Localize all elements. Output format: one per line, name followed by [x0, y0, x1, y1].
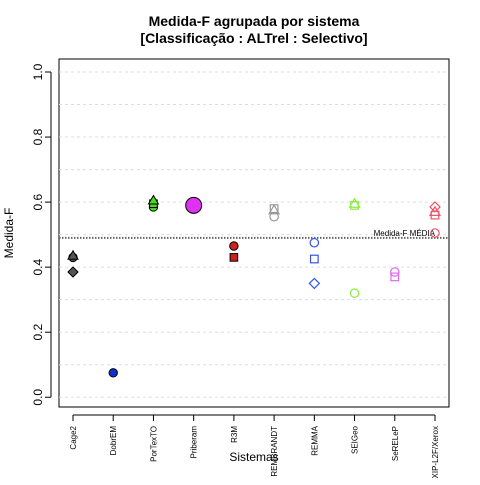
- y-axis-label: Medida-F: [2, 208, 16, 259]
- y-tick-label: 0.8: [31, 128, 45, 145]
- grid-layer: [59, 71, 449, 398]
- x-tick-label: Priberam: [190, 426, 199, 459]
- axis-layer: 0.0 0.2 0.4 0.6 0.8 1.0 Cage2 DobrEM PorTexTO Pri…: [31, 63, 440, 478]
- x-tick-label: SeRELeP: [391, 426, 400, 461]
- data-point-square: [430, 210, 440, 220]
- data-point-diamond: [429, 201, 441, 213]
- plot-area: [58, 58, 450, 408]
- x-tick-label: REMMA: [310, 425, 319, 455]
- y-tick-label: 0.6: [31, 193, 45, 210]
- chart-subtitle: [Classificação : ALTrel : Selectivo]: [140, 30, 367, 46]
- data-point-triangle: [348, 197, 361, 208]
- data-point-diamond: [308, 277, 321, 290]
- y-tick-label: 1.0: [31, 63, 45, 80]
- data-point-circle: [430, 228, 440, 238]
- y-tick-label: 0.0: [31, 389, 45, 406]
- data-point-triangle: [147, 194, 160, 205]
- x-tick-label: DobrEM: [109, 426, 118, 456]
- data-point-square: [269, 204, 279, 214]
- x-tick-label: Cage2: [69, 425, 78, 449]
- y-tick-label: 0.2: [31, 324, 45, 341]
- x-tick-label: PorTexTO: [149, 426, 158, 462]
- x-tick-label: SEIGeo: [351, 425, 360, 454]
- reference-layer: Medida-F MÉDIA: [59, 229, 449, 239]
- x-tick-label: REMBRANDT: [270, 426, 279, 477]
- data-point-circle: [389, 267, 400, 277]
- data-point-diamond: [67, 266, 79, 278]
- x-tick-label: XIP-L2F/Xerox: [431, 426, 440, 478]
- data-point-circle: [309, 237, 320, 248]
- points-layer: [67, 194, 442, 378]
- data-point-triangle: [67, 249, 79, 260]
- data-point-square: [350, 200, 359, 210]
- data-point-circle: [229, 241, 239, 251]
- data-point-circle: [185, 196, 203, 214]
- x-tick-label: R3M: [230, 426, 239, 443]
- data-point-square: [229, 253, 239, 262]
- data-point-circle: [108, 368, 118, 378]
- data-point-square: [390, 272, 400, 282]
- data-point-triangle: [268, 204, 281, 215]
- chart-title: Medida-F agrupada por sistema: [149, 13, 360, 29]
- y-tick-label: 0.4: [31, 258, 45, 275]
- x-axis-label: Sistemas: [229, 450, 278, 464]
- reference-line-label: Medida-F MÉDIA: [374, 229, 436, 238]
- data-point-square: [309, 254, 319, 264]
- data-point-circle: [349, 288, 360, 298]
